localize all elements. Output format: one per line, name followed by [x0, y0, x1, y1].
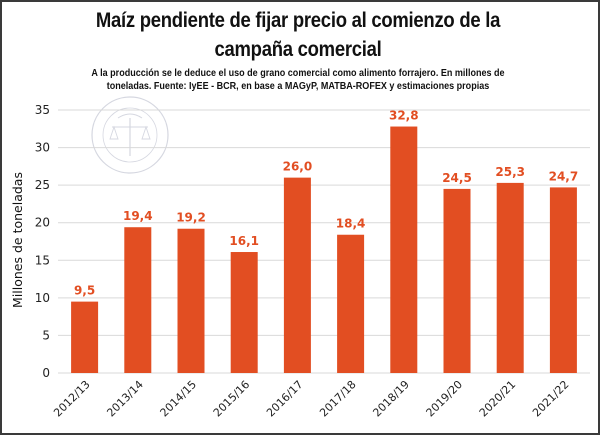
bar [337, 234, 365, 373]
bar [124, 227, 152, 373]
y-tick-label: 0 [42, 366, 50, 380]
chart-title-line2: campaña comercial [214, 38, 382, 61]
value-label: 18,4 [336, 217, 366, 231]
bar [177, 228, 205, 373]
value-label: 19,4 [123, 209, 153, 223]
bar [443, 188, 471, 373]
value-label: 25,3 [495, 165, 525, 179]
y-tick-label: 25 [35, 178, 50, 192]
y-axis-label: Millones de toneladas [10, 172, 25, 308]
x-axis-ticks: 2012/13 2013/14 2014/15 2015/16 2016/17 2017/… [51, 378, 571, 420]
bar [71, 301, 99, 373]
value-label: 9,5 [74, 284, 95, 298]
chart-subtitle-line1: A la producción se le deduce el uso de g… [91, 67, 505, 79]
x-tick-label: 2013/14 [104, 378, 146, 420]
watermark-seal-icon [91, 96, 169, 174]
y-tick-label: 5 [42, 328, 50, 342]
bar [496, 182, 524, 373]
x-tick-label: 2021/22 [530, 378, 572, 420]
x-tick-label: 2014/15 [158, 378, 200, 420]
y-tick-label: 20 [35, 216, 50, 230]
x-tick-label: 2012/13 [51, 378, 93, 420]
value-labels: 9,5 19,4 19,2 16,1 26,0 18,4 32,8 24,5 25,3 24,7 [74, 109, 578, 298]
bar [230, 252, 258, 373]
value-label: 19,2 [176, 211, 206, 225]
bar [390, 126, 418, 373]
bar [549, 187, 577, 373]
x-tick-label: 2019/20 [424, 378, 466, 420]
value-label: 24,7 [549, 169, 579, 183]
x-tick-label: 2020/21 [477, 378, 519, 420]
x-tick-label: 2017/18 [317, 378, 359, 420]
y-tick-label: 35 [35, 103, 50, 117]
bar [283, 177, 311, 373]
value-label: 26,0 [283, 160, 313, 174]
chart-subtitle-line2: toneladas. Fuente: IyEE - BCR, en base a… [106, 80, 490, 92]
value-label: 32,8 [389, 109, 419, 123]
bars [71, 126, 577, 373]
y-tick-label: 30 [35, 141, 50, 155]
chart-title-line1: Maíz pendiente de fijar precio al comien… [95, 9, 501, 32]
value-label: 16,1 [229, 234, 259, 248]
y-axis-ticks: 0 5 10 15 20 25 30 35 [35, 103, 50, 380]
value-label: 24,5 [442, 171, 472, 185]
y-tick-label: 10 [35, 291, 50, 305]
y-tick-label: 15 [35, 253, 50, 267]
x-tick-label: 2015/16 [211, 378, 253, 420]
x-tick-label: 2016/17 [264, 378, 306, 420]
x-tick-label: 2018/19 [370, 378, 412, 420]
